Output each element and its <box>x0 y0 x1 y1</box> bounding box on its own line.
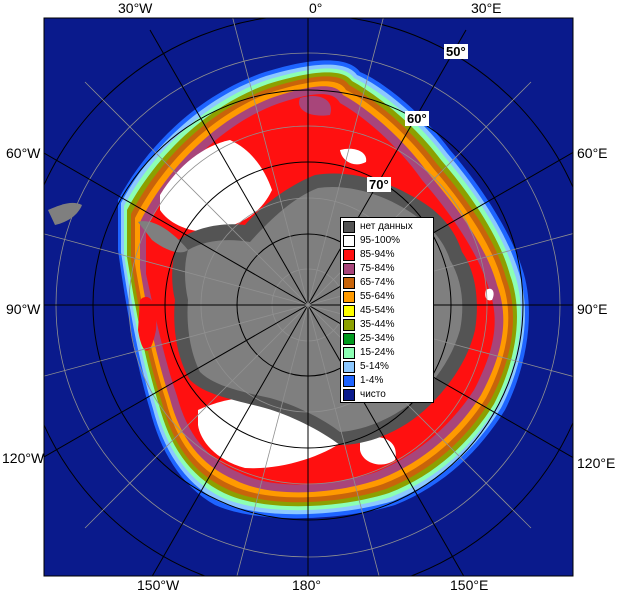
label-lat-50: 50° <box>444 44 468 59</box>
legend-label: нет данных <box>360 221 413 232</box>
legend-swatch <box>343 263 355 275</box>
label-60w: 60°W <box>6 145 41 161</box>
legend-label: 45-54% <box>360 305 395 316</box>
map-frame <box>43 17 574 577</box>
label-90e: 90°E <box>577 301 608 317</box>
label-150w: 150°W <box>137 577 180 593</box>
ice-95-100-north <box>340 148 367 165</box>
legend-swatch <box>343 221 355 233</box>
legend-label: 65-74% <box>360 277 395 288</box>
legend-swatch <box>343 277 355 289</box>
ice-95-100-east <box>485 288 494 301</box>
label-lat-60: 60° <box>405 111 429 126</box>
legend-swatch <box>343 291 355 303</box>
legend-label: 55-64% <box>360 291 395 302</box>
legend-label: 5-14% <box>360 361 389 372</box>
ice-95-100-ross-east <box>360 436 396 465</box>
label-lat-70: 70° <box>367 177 391 192</box>
legend-label: 95-100% <box>360 235 401 246</box>
meridian-75e <box>44 233 573 377</box>
label-30e: 30°E <box>471 0 502 16</box>
legend-swatch <box>343 305 355 317</box>
legend-swatch <box>343 389 355 401</box>
legend-swatch <box>343 319 355 331</box>
legend-label: 1-4% <box>360 375 384 386</box>
legend-label: 15-24% <box>360 347 395 358</box>
antarctic-peninsula <box>138 221 188 253</box>
legend-swatch <box>343 361 355 373</box>
south-america-land <box>48 202 82 225</box>
label-0: 0° <box>309 0 323 16</box>
label-90w: 90°W <box>6 301 41 317</box>
legend-swatch <box>343 347 355 359</box>
legend-swatch <box>343 249 355 261</box>
label-150e: 150°E <box>450 577 489 593</box>
legend-label: 25-34% <box>360 333 395 344</box>
legend-label: 75-84% <box>360 263 395 274</box>
ice-95-100-weddell <box>160 140 272 232</box>
legend-label: чисто <box>360 389 386 400</box>
legend-swatch <box>343 375 355 387</box>
legend-swatch <box>343 235 355 247</box>
legend-label: 35-44% <box>360 319 395 330</box>
ice-concentration-legend: нет данных 95-100% 85-94% 75-84% 65-74% … <box>340 217 434 403</box>
label-120w: 120°W <box>2 450 45 466</box>
label-60e: 60°E <box>577 145 608 161</box>
legend-label: 85-94% <box>360 249 395 260</box>
label-30w: 30°W <box>118 0 153 16</box>
label-180: 180° <box>292 577 321 593</box>
label-120e: 120°E <box>577 455 616 471</box>
legend-swatch <box>343 333 355 345</box>
ice-patch-75-84-north <box>299 95 331 116</box>
ice-patch-85-94-west <box>138 296 157 351</box>
